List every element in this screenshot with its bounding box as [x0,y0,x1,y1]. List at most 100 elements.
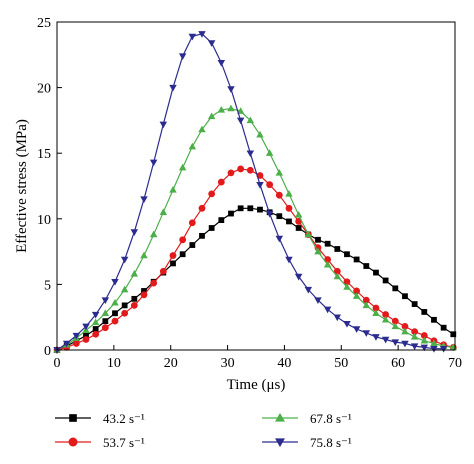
series-2-point [382,311,390,318]
y-axis-ticks: 0 5 10 15 20 25 [37,16,62,359]
series-1-point [382,277,389,284]
series-1-point [276,213,283,220]
x-tick-label: 60 [391,356,405,371]
series-3-point [430,339,438,347]
y-axis-label: Effective stress (MPa) [14,119,30,253]
legend-marker [69,414,77,422]
series-3-point [227,104,235,112]
series-3-point [111,298,119,306]
series-1-point [218,217,225,224]
series-4-point [381,336,390,344]
series-4-point [314,297,322,305]
series-2-point [217,178,225,186]
series-1-point [286,218,292,225]
series-3-point [333,272,342,280]
series-2-point [285,204,293,212]
series-4-point [352,326,361,333]
series-2-point [227,169,235,177]
series-4-point [275,235,284,243]
series-4-point [420,344,429,352]
series-3-point [178,163,187,171]
series-1-point [141,288,147,294]
series-4-point [439,345,448,353]
series-3-point [343,283,351,290]
legend-label: 53.7 s⁻¹ [103,435,145,450]
series-4-point [149,159,158,167]
series-1-point [199,232,205,239]
series-1-point [131,295,138,302]
series-3-point [256,130,264,138]
series-4-point [343,321,351,328]
series-2-point [275,191,283,199]
series-3-point [275,168,284,176]
series-4-point [217,59,226,67]
series-1-point [431,316,437,323]
series-4-point [430,345,438,353]
series-2-point [92,330,100,338]
series-2-point [82,336,90,343]
series-4-point [410,343,419,350]
series-4-point [53,347,61,354]
legend-item: 75.8 s⁻¹ [262,435,352,450]
series-1-point [228,210,234,217]
series-4-point [62,340,71,348]
series-1-point [450,331,457,338]
series-3-point [130,269,139,277]
series-3-point [391,322,400,330]
series-1-point [421,309,428,315]
series-1-point [344,251,350,258]
series-1-point [411,301,418,307]
series-1-point [363,263,370,269]
series-2-point [237,165,245,173]
series-1-point [121,302,128,309]
series-4-point [227,86,235,93]
series-4-point [391,339,400,347]
y-tick-label: 5 [44,278,51,293]
x-axis-label: Time (μs) [227,377,286,393]
x-tick-label: 30 [221,356,235,371]
series-1-point [353,256,360,263]
series-2-point [198,204,206,212]
legend-label: 67.8 s⁻¹ [310,411,352,426]
series-3-point [217,105,226,113]
series-2-point [353,287,361,295]
y-tick-label: 10 [37,213,51,228]
series-4-point [401,340,409,348]
series-4-point [82,323,90,331]
series-1-point [102,318,109,325]
series-2-point [372,304,380,312]
series-3-point [285,189,293,197]
series-4-point [362,330,371,337]
series-3-point [304,230,313,238]
series-3 [53,104,458,353]
y-tick-label: 25 [37,16,51,31]
legend-label: 43.2 s⁻¹ [103,411,145,426]
series-2-point [159,267,167,275]
series-2-point [188,219,196,227]
series-1 [54,205,457,353]
series-2-point [391,317,399,325]
series-2-point [130,301,138,309]
series-3-point [410,332,419,340]
series-2-point [333,267,341,275]
series-4-point [323,306,332,314]
x-tick-label: 70 [448,356,462,371]
series-3-point [188,142,197,150]
series-3-point [323,260,332,268]
series-4-point [304,286,313,294]
series-layer [53,31,458,354]
series-3-point [352,292,361,299]
series-2-point [411,328,419,336]
series-4-point [207,40,216,47]
series-2-point [72,340,80,347]
series-3-point [159,208,168,215]
x-axis-ticks: 0 10 20 30 40 50 60 70 [54,345,462,371]
legend-label: 75.8 s⁻¹ [310,435,352,450]
legend-marker [275,412,285,422]
series-1-point [247,205,254,212]
series-4-point [246,150,255,158]
series-2-point [140,291,148,299]
series-4-point [372,334,380,341]
series-3-point [207,112,216,120]
